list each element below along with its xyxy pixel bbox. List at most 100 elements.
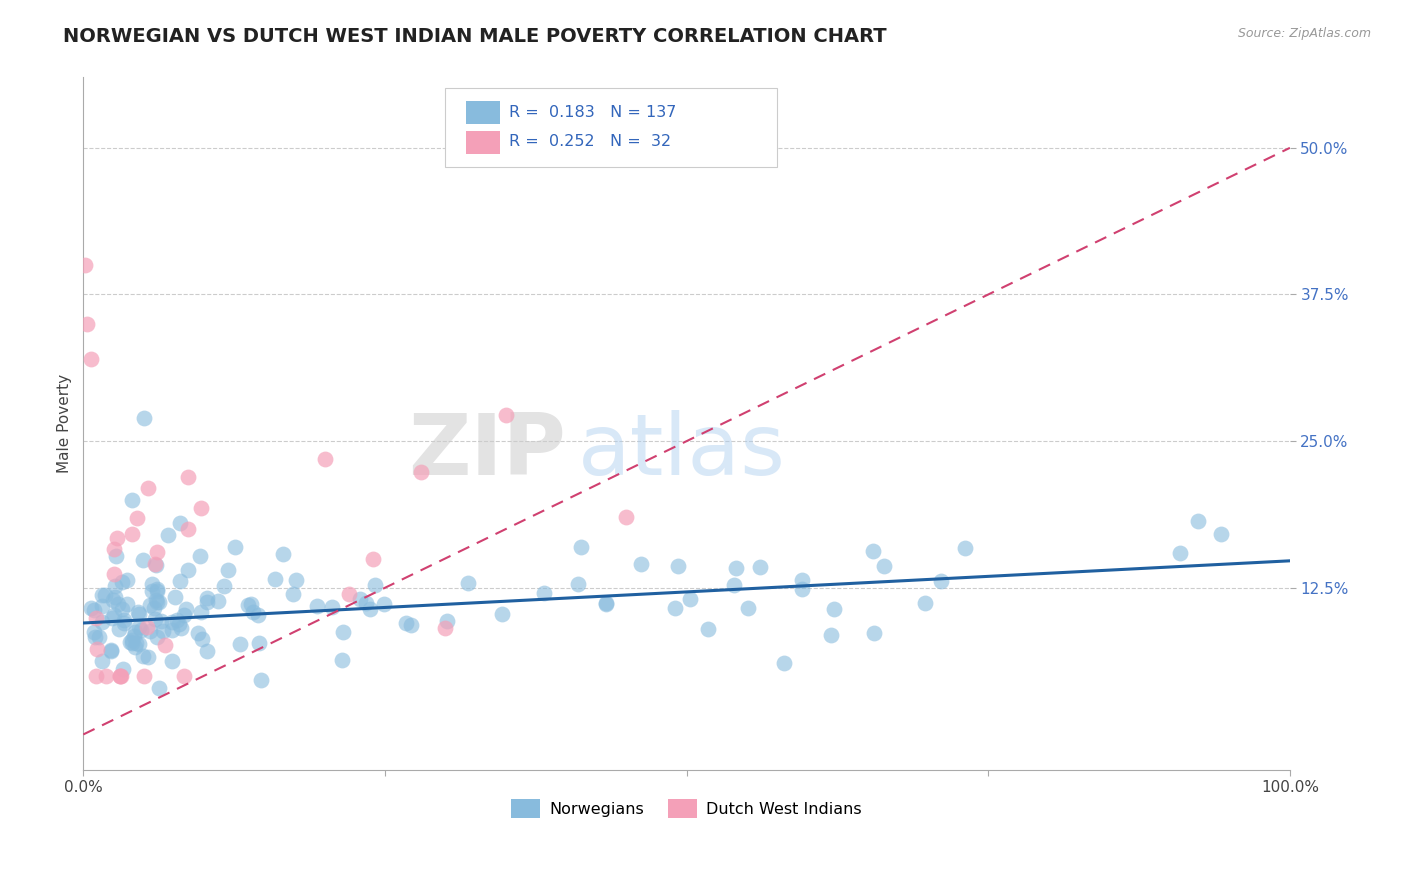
FancyBboxPatch shape	[465, 131, 499, 153]
Point	[820, 628, 842, 642]
Point	[614, 509, 637, 524]
Point	[411, 465, 433, 479]
Point	[148, 681, 170, 695]
Point	[173, 669, 195, 683]
Point	[197, 591, 219, 605]
Point	[247, 636, 270, 650]
Point	[91, 615, 114, 630]
Point	[90, 599, 112, 614]
Point	[139, 599, 162, 613]
Point	[862, 543, 884, 558]
Point	[124, 625, 146, 640]
Point	[142, 601, 165, 615]
Point	[229, 637, 252, 651]
Point	[132, 648, 155, 663]
Point	[145, 557, 167, 571]
Point	[112, 615, 135, 630]
Point	[153, 638, 176, 652]
Text: ZIP: ZIP	[408, 409, 567, 492]
Point	[395, 615, 418, 630]
Point	[567, 576, 589, 591]
Point	[953, 541, 976, 555]
Point	[121, 492, 143, 507]
Point	[363, 578, 385, 592]
Point	[332, 625, 354, 640]
FancyBboxPatch shape	[446, 87, 778, 168]
Point	[121, 527, 143, 541]
Point	[163, 591, 186, 605]
Point	[94, 588, 117, 602]
Text: atlas: atlas	[578, 409, 786, 492]
Point	[666, 558, 689, 573]
Point	[80, 351, 103, 366]
Point	[246, 608, 269, 623]
Point	[773, 656, 796, 670]
Text: Source: ZipAtlas.com: Source: ZipAtlas.com	[1237, 27, 1371, 40]
Point	[359, 601, 381, 615]
Point	[152, 624, 174, 639]
Point	[240, 598, 263, 612]
Point	[132, 669, 155, 683]
Point	[373, 597, 395, 611]
Point	[160, 654, 183, 668]
Point	[110, 669, 132, 683]
Point	[457, 575, 479, 590]
Point	[86, 642, 108, 657]
Point	[823, 602, 845, 616]
Point	[83, 625, 105, 640]
Point	[749, 559, 772, 574]
Point	[264, 572, 287, 586]
Point	[169, 621, 191, 635]
Point	[141, 583, 163, 598]
Legend: Norwegians, Dutch West Indians: Norwegians, Dutch West Indians	[505, 793, 869, 824]
Point	[101, 593, 124, 607]
Point	[873, 558, 896, 573]
Point	[321, 599, 343, 614]
Point	[792, 582, 814, 596]
Point	[145, 593, 167, 607]
Point	[104, 549, 127, 563]
Point	[76, 317, 98, 331]
Point	[146, 630, 169, 644]
Point	[146, 583, 169, 598]
Point	[190, 605, 212, 619]
Point	[724, 561, 747, 575]
Point	[169, 616, 191, 631]
Point	[679, 592, 702, 607]
Point	[150, 614, 173, 628]
Point	[174, 601, 197, 615]
Point	[111, 602, 134, 616]
Point	[125, 636, 148, 650]
Point	[271, 547, 294, 561]
Point	[143, 612, 166, 626]
Text: R =  0.252   N =  32: R = 0.252 N = 32	[509, 135, 671, 149]
Point	[121, 632, 143, 647]
Point	[723, 578, 745, 592]
Point	[128, 607, 150, 622]
Point	[110, 669, 132, 683]
Point	[107, 598, 129, 612]
Point	[737, 601, 759, 615]
Point	[80, 601, 103, 615]
Point	[354, 596, 377, 610]
Point	[103, 590, 125, 604]
Point	[160, 623, 183, 637]
Point	[361, 551, 384, 566]
Point	[136, 481, 159, 495]
Point	[399, 618, 422, 632]
Point	[128, 637, 150, 651]
Point	[217, 563, 239, 577]
Y-axis label: Male Poverty: Male Poverty	[58, 374, 72, 473]
Point	[314, 451, 336, 466]
Point	[1187, 514, 1209, 528]
Point	[307, 599, 329, 613]
Point	[121, 635, 143, 649]
Point	[436, 614, 458, 628]
Point	[124, 640, 146, 654]
Point	[141, 577, 163, 591]
Point	[100, 642, 122, 657]
Point	[495, 409, 517, 423]
Point	[862, 625, 884, 640]
Point	[169, 516, 191, 531]
Point	[128, 620, 150, 634]
